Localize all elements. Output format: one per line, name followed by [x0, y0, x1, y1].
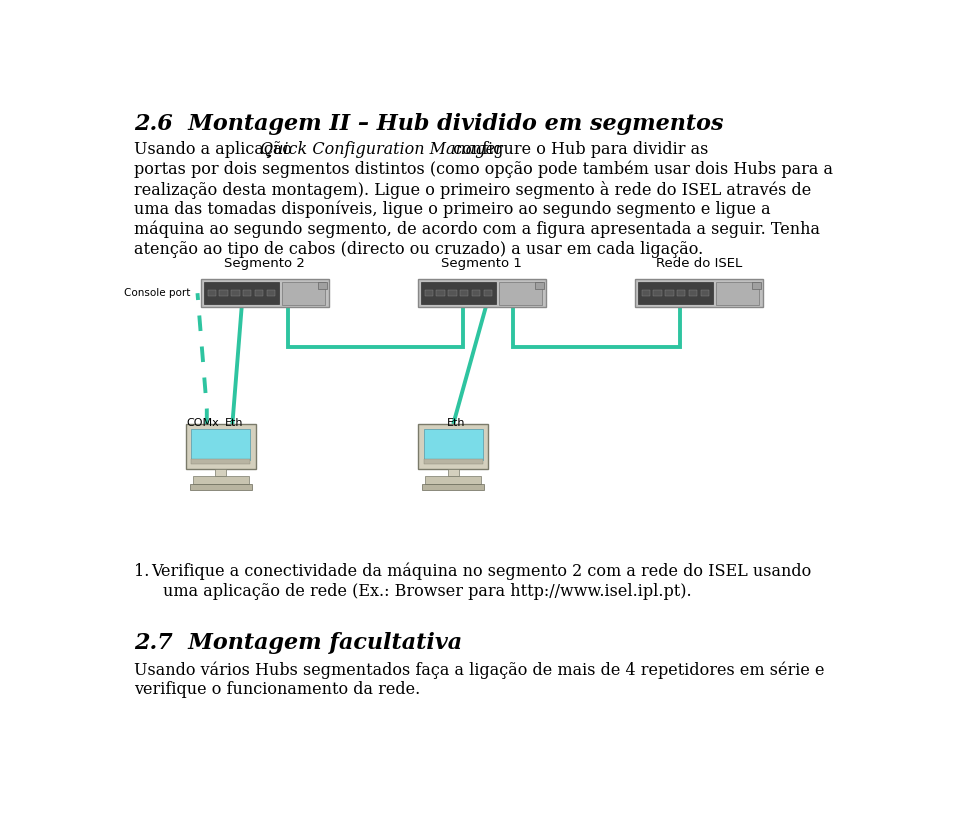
Text: verifique o funcionamento da rede.: verifique o funcionamento da rede.	[134, 681, 420, 698]
Text: atenção ao tipo de cabos (directo ou cruzado) a usar em cada ligação.: atenção ao tipo de cabos (directo ou cru…	[134, 241, 703, 258]
Bar	[421, 283, 495, 304]
Bar	[423, 430, 483, 460]
Bar	[202, 279, 329, 307]
Bar	[193, 477, 249, 484]
Bar	[636, 279, 763, 307]
Bar	[677, 290, 685, 296]
Text: uma aplicação de rede (Ex.: Browser para http://www.isel.ipl.pt).: uma aplicação de rede (Ex.: Browser para…	[162, 583, 691, 600]
Bar	[191, 430, 251, 460]
Bar	[190, 484, 252, 490]
Bar	[701, 290, 709, 296]
Bar	[535, 282, 544, 289]
Text: Quick Configuration Manager: Quick Configuration Manager	[260, 141, 503, 158]
Bar	[207, 290, 216, 296]
Bar	[641, 290, 650, 296]
Bar	[318, 282, 327, 289]
Bar	[716, 282, 758, 305]
Text: configure o Hub para dividir as: configure o Hub para dividir as	[448, 141, 708, 158]
Bar	[665, 290, 674, 296]
Bar	[255, 290, 263, 296]
Text: Segmento 1: Segmento 1	[442, 257, 522, 270]
Bar	[689, 290, 697, 296]
Bar	[419, 279, 546, 307]
Text: 1.: 1.	[134, 563, 150, 580]
Text: uma das tomadas disponíveis, ligue o primeiro ao segundo segmento e ligue a: uma das tomadas disponíveis, ligue o pri…	[134, 201, 771, 218]
Bar	[281, 282, 324, 305]
Bar	[425, 477, 481, 484]
Text: Verifique a conectividade da máquina no segmento 2 com a rede do ISEL usando: Verifique a conectividade da máquina no …	[151, 563, 811, 581]
Bar	[186, 424, 255, 469]
Bar	[220, 290, 228, 296]
Text: Console port: Console port	[124, 288, 190, 298]
Text: 2.7  Montagem facultativa: 2.7 Montagem facultativa	[134, 632, 462, 654]
Bar	[423, 460, 483, 464]
Bar	[654, 290, 661, 296]
Bar	[448, 290, 457, 296]
Bar	[215, 469, 227, 477]
Bar	[424, 290, 433, 296]
Text: Rede do ISEL: Rede do ISEL	[656, 257, 742, 270]
Bar	[419, 424, 488, 469]
Text: portas por dois segmentos distintos (como opção pode também usar dois Hubs para : portas por dois segmentos distintos (com…	[134, 161, 833, 178]
Bar	[638, 283, 712, 304]
Bar	[499, 282, 541, 305]
Bar	[422, 484, 484, 490]
Text: COMx: COMx	[186, 418, 220, 428]
Text: realização desta montagem). Ligue o primeiro segmento à rede do ISEL através de: realização desta montagem). Ligue o prim…	[134, 180, 811, 199]
Text: Usando a aplicação: Usando a aplicação	[134, 141, 297, 158]
Bar	[204, 283, 278, 304]
Text: Eth: Eth	[225, 418, 243, 428]
Bar	[752, 282, 761, 289]
Bar	[472, 290, 480, 296]
Bar	[191, 460, 251, 464]
Text: Segmento 2: Segmento 2	[225, 257, 305, 270]
Bar	[460, 290, 468, 296]
Bar	[243, 290, 252, 296]
Bar	[267, 290, 276, 296]
Bar	[437, 290, 444, 296]
Bar	[447, 469, 459, 477]
Text: Eth: Eth	[447, 418, 466, 428]
Bar	[231, 290, 240, 296]
Text: Usando vários Hubs segmentados faça a ligação de mais de 4 repetidores em série : Usando vários Hubs segmentados faça a li…	[134, 661, 825, 679]
Bar	[484, 290, 492, 296]
Text: máquina ao segundo segmento, de acordo com a figura apresentada a seguir. Tenha: máquina ao segundo segmento, de acordo c…	[134, 221, 820, 238]
Text: 2.6  Montagem II – Hub dividido em segmentos: 2.6 Montagem II – Hub dividido em segmen…	[134, 113, 724, 135]
